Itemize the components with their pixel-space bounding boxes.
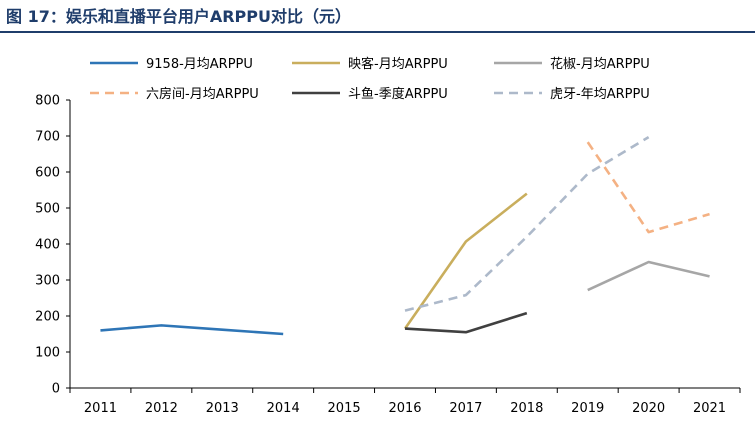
legend-label: 映客-月均ARPPU (348, 56, 448, 72)
y-tick-label: 400 (35, 238, 60, 253)
x-tick-label: 2014 (267, 401, 300, 416)
y-tick-label: 600 (35, 166, 60, 181)
y-tick-label: 700 (35, 130, 60, 145)
x-tick-label: 2011 (84, 401, 117, 416)
x-tick-label: 2016 (388, 401, 421, 416)
y-tick-label: 500 (35, 202, 60, 217)
figure-title: 图 17：娱乐和直播平台用户ARPPU对比（元） (6, 7, 351, 26)
legend-label: 六房间-月均ARPPU (146, 86, 259, 102)
legend-label: 9158-月均ARPPU (146, 57, 253, 72)
series-line-5 (404, 311, 528, 334)
legend-label: 虎牙-年均ARPPU (550, 87, 650, 102)
x-tick-label: 2021 (693, 401, 726, 416)
y-tick-label: 200 (35, 310, 60, 325)
series-line-2 (403, 192, 528, 330)
legend-label: 斗鱼-季度ARPPU (348, 86, 448, 102)
x-tick-label: 2012 (145, 401, 178, 416)
y-tick-label: 300 (35, 274, 60, 289)
x-tick-label: 2020 (632, 401, 665, 416)
y-tick-label: 100 (35, 346, 60, 361)
series-line-1 (100, 324, 284, 336)
series-line-6 (404, 135, 650, 312)
x-tick-label: 2019 (571, 401, 604, 416)
series-line-3 (587, 260, 710, 292)
title-divider (0, 31, 755, 33)
y-tick-label: 800 (35, 94, 60, 109)
legend-label: 花椒-月均ARPPU (550, 56, 650, 72)
x-tick-label: 2017 (449, 401, 482, 416)
x-tick-label: 2018 (510, 401, 543, 416)
x-tick-label: 2013 (206, 401, 239, 416)
series-line-4 (586, 141, 710, 234)
y-tick-label: 0 (52, 382, 60, 397)
x-tick-label: 2015 (328, 401, 361, 416)
